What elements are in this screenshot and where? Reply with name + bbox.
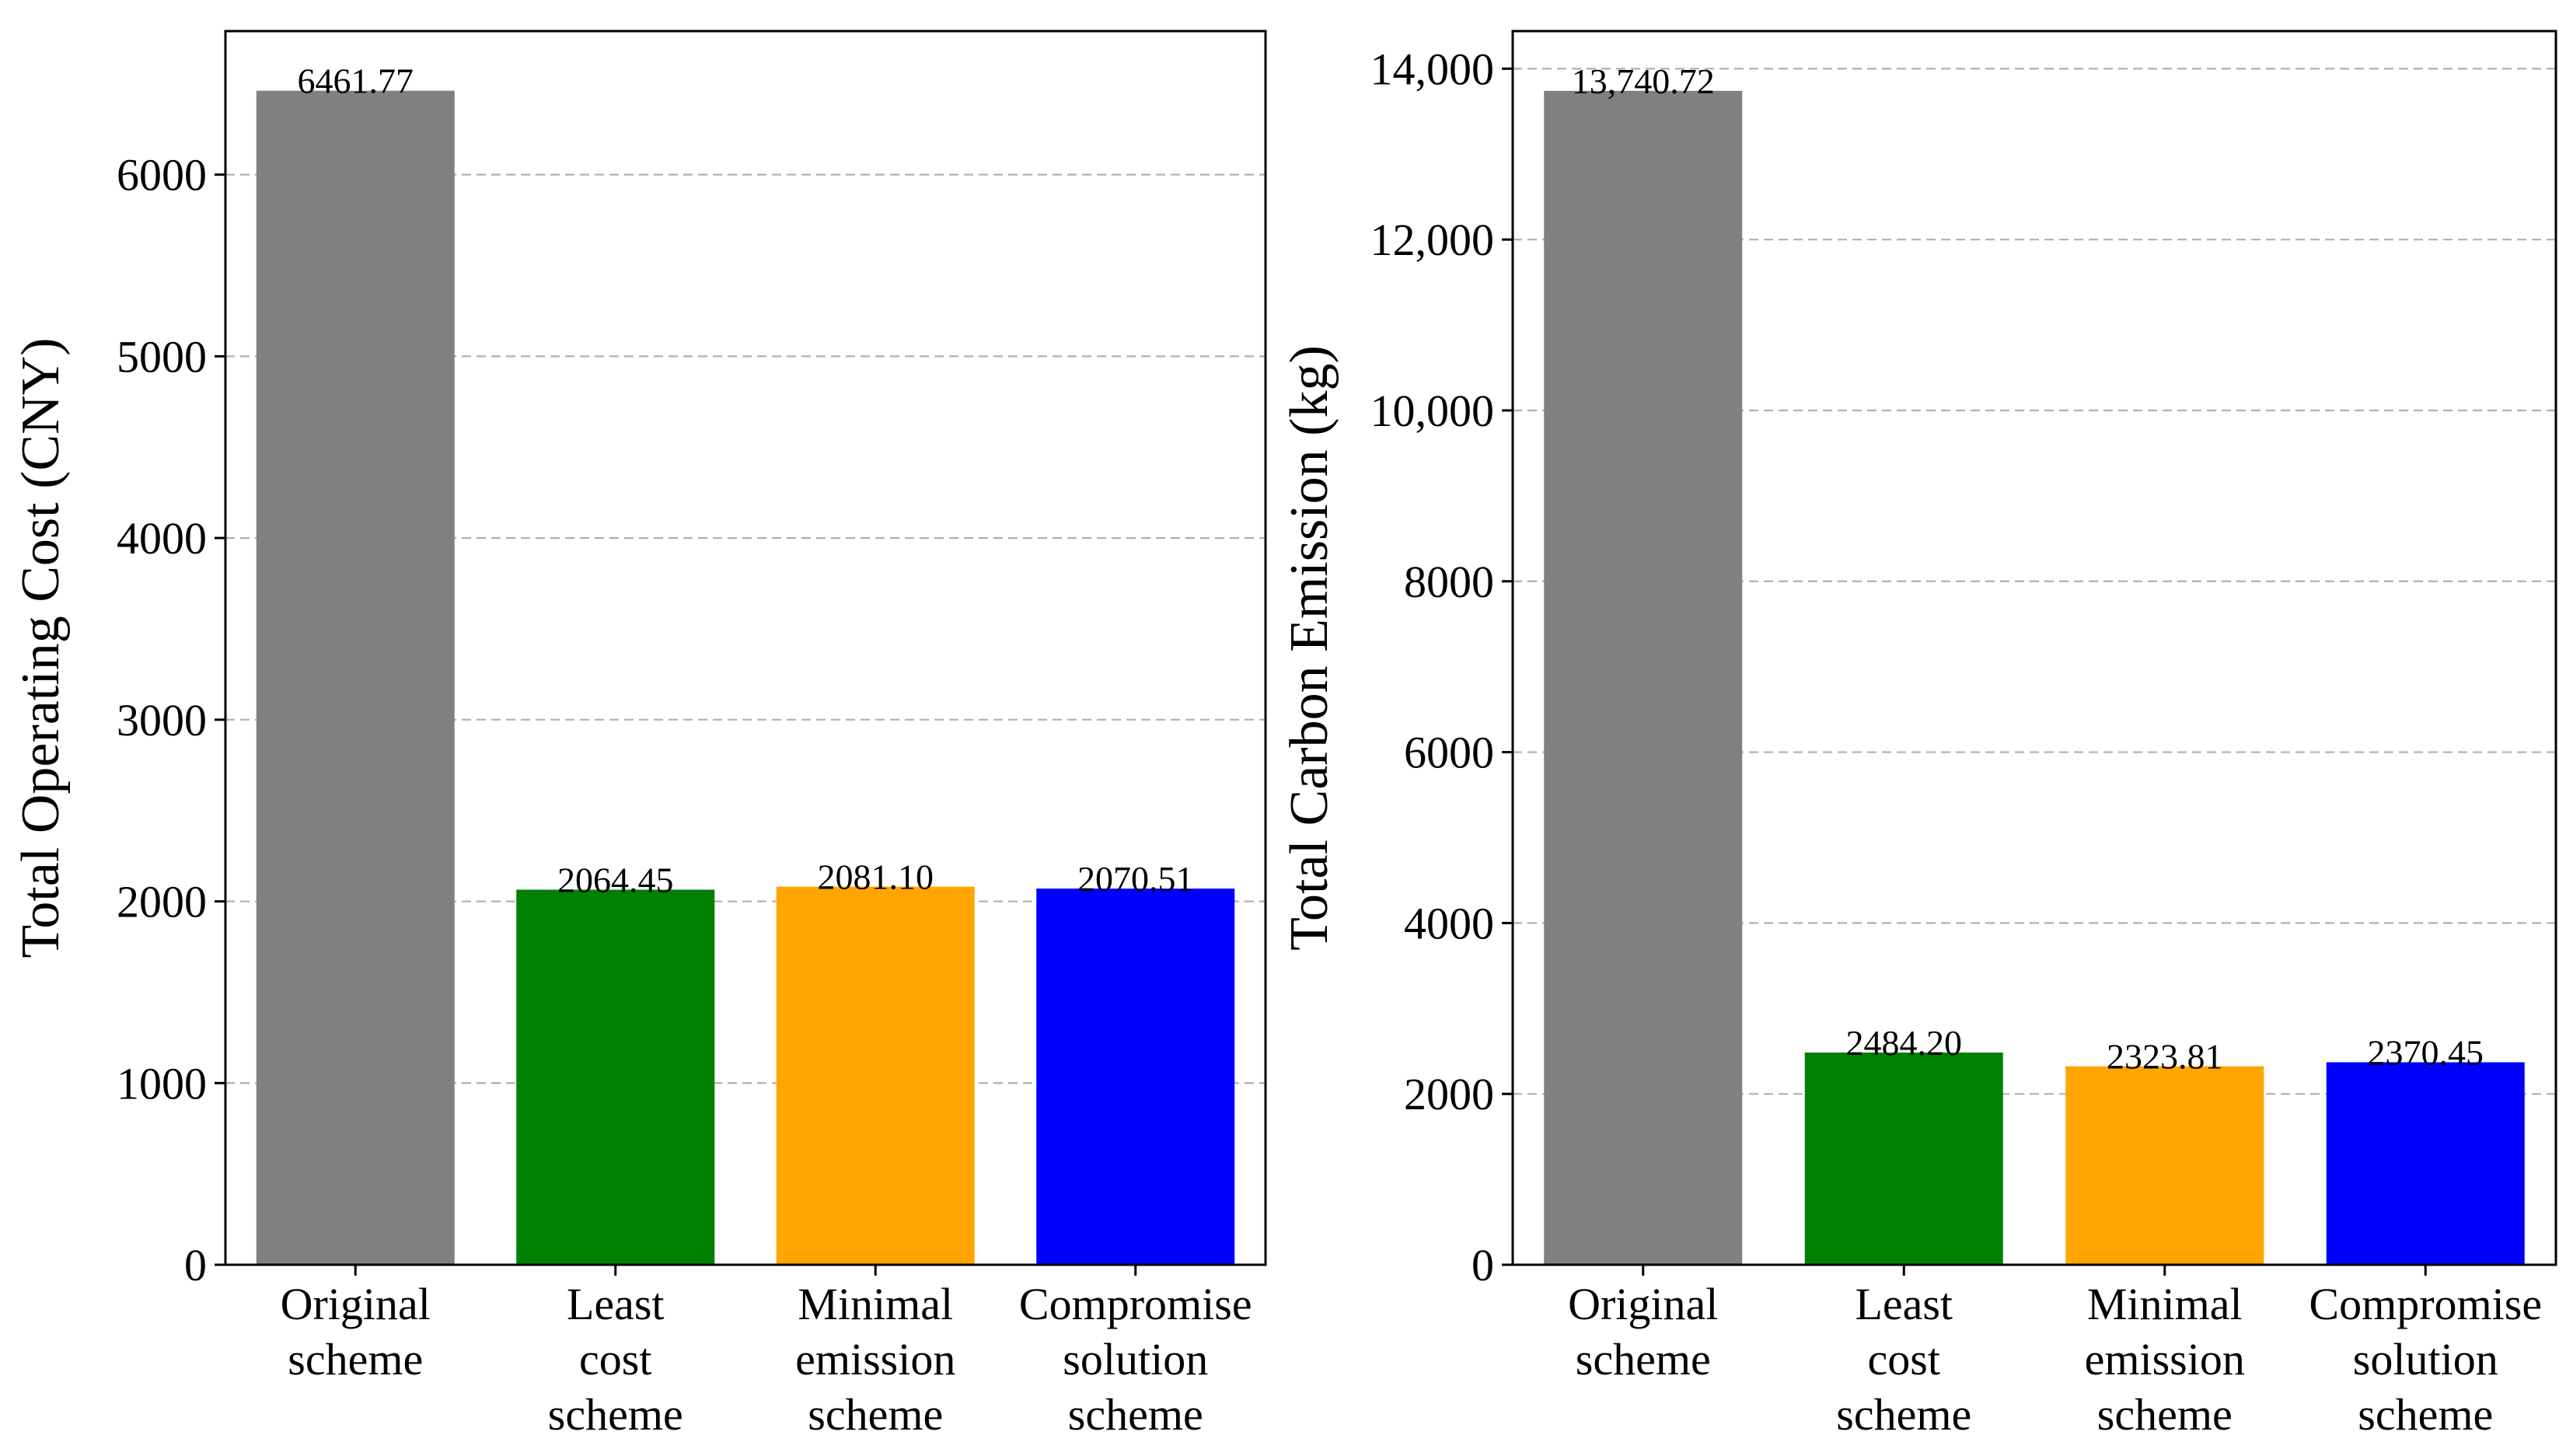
x-category-label: Least cost scheme bbox=[548, 1279, 683, 1440]
y-tick-label: 3000 bbox=[117, 695, 207, 745]
bar bbox=[516, 889, 715, 1265]
x-category-label: Original scheme bbox=[1568, 1279, 1718, 1384]
x-category-label: Minimal emission scheme bbox=[2085, 1279, 2245, 1440]
x-category-label: Compromise solution scheme bbox=[1019, 1279, 1252, 1440]
bar bbox=[256, 90, 455, 1265]
plot-area-frame bbox=[1511, 30, 2557, 1266]
x-category-label: Least cost scheme bbox=[1836, 1279, 1971, 1440]
bar-value-label: 2081.10 bbox=[818, 857, 934, 897]
y-axis-title: Total Carbon Emission (kg) bbox=[1280, 345, 1339, 951]
bar-value-label: 6461.77 bbox=[298, 61, 414, 101]
y-tick-label: 5000 bbox=[117, 331, 207, 382]
bar bbox=[2326, 1062, 2525, 1265]
plot-area-frame bbox=[224, 30, 1267, 1266]
y-tick-label: 6000 bbox=[117, 150, 207, 201]
bar bbox=[2065, 1066, 2264, 1265]
bar-value-label: 2484.20 bbox=[1846, 1023, 1963, 1063]
y-tick-label: 2000 bbox=[117, 877, 207, 927]
y-tick-label: 4000 bbox=[1404, 898, 1494, 948]
bar bbox=[1544, 90, 1743, 1265]
carbon-emission-chart: 13,740.72 2484.20 2323.81 2370.45 0 2000 4000 6… bbox=[1280, 30, 2557, 1440]
y-tick-label: 6000 bbox=[1404, 728, 1494, 778]
bar bbox=[1036, 889, 1235, 1265]
y-tick-label: 2000 bbox=[1404, 1069, 1494, 1119]
y-tick-label: 8000 bbox=[1404, 557, 1494, 607]
bar bbox=[1804, 1052, 2003, 1265]
y-tick-label: 0 bbox=[1472, 1240, 1494, 1290]
y-tick-label: 1000 bbox=[117, 1058, 207, 1109]
x-category-label: Minimal emission scheme bbox=[795, 1279, 955, 1440]
bar-value-label: 2064.45 bbox=[557, 860, 674, 899]
y-tick-label: 4000 bbox=[117, 513, 207, 564]
bar-value-label: 2323.81 bbox=[2107, 1037, 2223, 1077]
y-tick-label: 10,000 bbox=[1370, 386, 1495, 436]
y-axis-title: Total Operating Cost (CNY) bbox=[11, 337, 71, 958]
bar-value-label: 13,740.72 bbox=[1572, 61, 1715, 101]
bar-value-label: 2370.45 bbox=[2368, 1032, 2484, 1072]
y-tick-label: 12,000 bbox=[1370, 215, 1495, 265]
x-category-label: Original scheme bbox=[281, 1279, 431, 1384]
operating-cost-chart: 6461.77 2064.45 2081.10 2070.51 0 1000 2000 300… bbox=[11, 30, 1267, 1440]
bar bbox=[776, 886, 975, 1265]
x-category-label: Compromise solution scheme bbox=[2309, 1279, 2542, 1440]
y-tick-label: 14,000 bbox=[1370, 44, 1495, 94]
y-tick-label: 0 bbox=[184, 1240, 207, 1290]
bar-value-label: 2070.51 bbox=[1077, 859, 1194, 899]
